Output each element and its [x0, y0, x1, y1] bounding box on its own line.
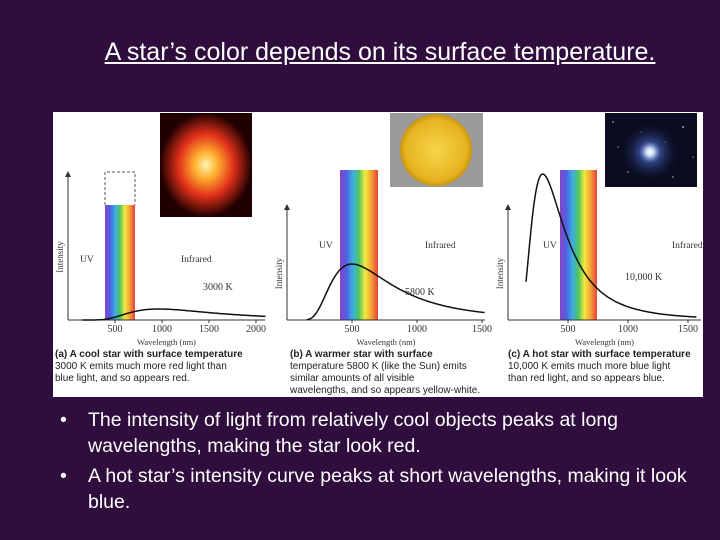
caption-line: (b) A warmer star with surface [290, 349, 433, 360]
intensity-curve [306, 263, 485, 321]
x-axis-label: Wavelength (nm) [137, 337, 196, 347]
y-axis-label: Intensity [55, 241, 65, 273]
y-axis-label: Intensity [495, 257, 505, 289]
sun-disk [400, 114, 472, 186]
caption-line: (c) A hot star with surface temperature [508, 349, 691, 360]
red-star-glow [160, 113, 252, 217]
bullet-list: The intensity of light from relatively c… [58, 407, 708, 519]
x-tick-label: 500 [561, 324, 576, 335]
x-tick-label: 1500 [472, 324, 492, 335]
x-tick-label: 500 [108, 324, 123, 335]
uv-label: UV [319, 241, 333, 251]
infrared-label: Infrared [672, 240, 703, 251]
x-tick-label: 2000 [246, 324, 266, 335]
infrared-label: Infrared [181, 254, 212, 265]
x-tick-label: 1000 [407, 324, 427, 335]
x-tick-label: 500 [345, 324, 360, 335]
caption-line: (a) A cool star with surface temperature [55, 349, 243, 360]
caption-line: temperature 5800 K (like the Sun) emits [290, 361, 467, 372]
x-tick-label: 1000 [618, 324, 638, 335]
temperature-label: 3000 K [203, 282, 234, 293]
visible-spectrum-band [340, 170, 378, 320]
blue-star-glow [620, 122, 680, 182]
infrared-label: Infrared [425, 240, 456, 251]
visible-spectrum-band [105, 205, 135, 320]
uv-label: UV [80, 255, 94, 265]
x-axis-label: Wavelength (nm) [356, 337, 415, 347]
uv-label: UV [543, 241, 557, 251]
bullet: The intensity of light from relatively c… [58, 407, 708, 459]
x-tick-label: 1000 [152, 324, 172, 335]
caption-line: wavelengths, and so appears yellow-white… [289, 385, 480, 396]
caption-line: 3000 K emits much more red light than [55, 361, 227, 372]
spectrum-outline [104, 171, 136, 205]
x-tick-label: 1500 [199, 324, 219, 335]
caption-line: 10,000 K emits much more blue light [508, 361, 671, 372]
slide-title: A star’s color depends on its surface te… [104, 38, 656, 66]
x-tick-label: 1500 [678, 324, 698, 335]
caption-line: than red light, and so appears blue. [508, 373, 665, 384]
intensity-curve [525, 173, 697, 318]
intensity-curve [82, 308, 266, 321]
bullet: A hot star’s intensity curve peaks at sh… [58, 463, 708, 515]
visible-spectrum-band [560, 170, 597, 320]
caption-line: similar amounts of all visible [290, 373, 415, 384]
temperature-label: 10,000 K [625, 272, 663, 283]
figure: 500 1000 1500 2000 Wavelength (nm) Intensity U… [53, 112, 703, 397]
caption-line: blue light, and so appears red. [55, 373, 190, 384]
y-axis-label: Intensity [274, 257, 284, 289]
x-axis-label: Wavelength (nm) [575, 337, 634, 347]
temperature-label: 5800 K [405, 287, 436, 298]
